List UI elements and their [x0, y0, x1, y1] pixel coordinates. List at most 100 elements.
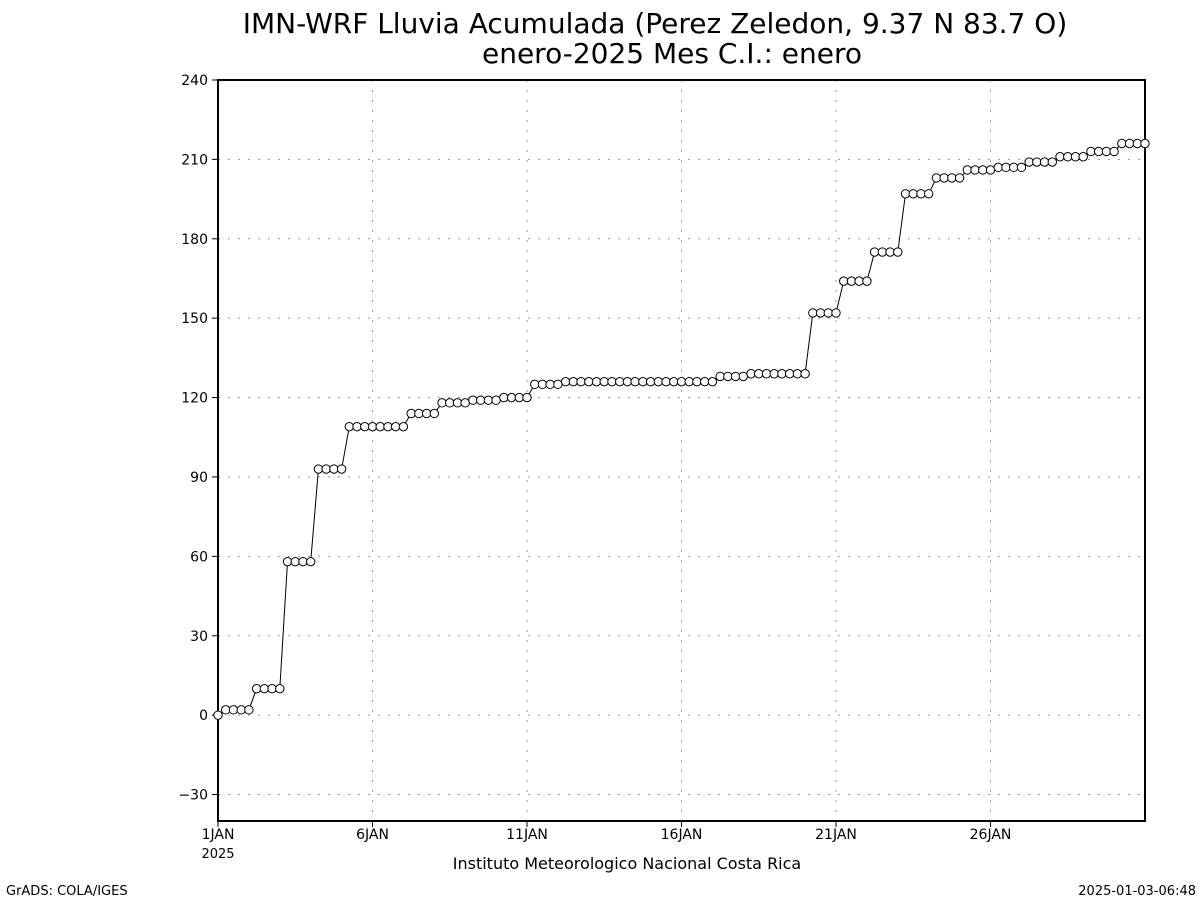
data-point — [692, 376, 702, 387]
data-point — [885, 247, 895, 257]
data-point — [939, 173, 949, 183]
data-point — [784, 369, 795, 379]
data-point — [985, 165, 996, 175]
data-point — [514, 392, 524, 403]
data-point — [1016, 162, 1027, 173]
data-point — [893, 247, 903, 257]
software-label: GrADS: COLA/IGES — [6, 884, 128, 899]
data-point — [390, 421, 401, 432]
data-point — [638, 376, 648, 387]
data-point — [947, 173, 957, 183]
data-point — [962, 165, 973, 175]
data-point — [978, 165, 988, 175]
data-point — [344, 421, 355, 432]
data-point — [607, 376, 617, 387]
data-point — [738, 371, 748, 382]
data-point — [676, 376, 687, 387]
data-point — [746, 369, 756, 379]
data-point — [1063, 152, 1073, 162]
data-point — [475, 395, 486, 405]
data-point — [1132, 138, 1142, 149]
data-point — [1078, 152, 1088, 162]
data-point — [560, 376, 571, 387]
data-point — [1070, 152, 1081, 162]
data-point — [591, 376, 602, 387]
data-point — [352, 421, 362, 432]
data-point — [723, 371, 733, 382]
data-point — [298, 556, 308, 567]
data-point — [306, 556, 316, 567]
data-point — [313, 464, 324, 474]
data-point — [483, 395, 494, 405]
data-point — [1093, 146, 1104, 157]
data-point — [754, 369, 764, 379]
data-point — [908, 189, 918, 199]
data-point — [221, 705, 231, 715]
data-point — [823, 308, 833, 318]
grid-lines — [218, 80, 1145, 821]
data-point — [862, 276, 872, 286]
chart-title: IMN-WRF Lluvia Acumulada (Perez Zeledon,… — [243, 7, 1068, 40]
x-year-label: 2025 — [201, 847, 234, 862]
data-point — [924, 189, 934, 199]
data-point — [468, 395, 478, 405]
data-point — [445, 398, 455, 408]
data-point — [568, 376, 579, 387]
data-point — [854, 276, 864, 286]
data-point — [584, 376, 594, 387]
data-point — [406, 408, 416, 419]
data-point — [1109, 146, 1119, 157]
data-point — [213, 710, 223, 720]
data-point — [839, 276, 849, 286]
y-tick-label: 210 — [181, 152, 208, 168]
data-point — [630, 376, 640, 387]
y-tick-label: 240 — [181, 73, 208, 89]
data-point — [336, 464, 347, 474]
x-tick-label: 11JAN — [506, 827, 548, 843]
data-point — [715, 371, 725, 382]
data-point — [452, 398, 463, 408]
data-point — [537, 379, 548, 390]
data-point — [460, 398, 470, 408]
data-point — [375, 421, 385, 432]
x-tick-label: 1JAN — [202, 827, 235, 843]
chart-subtitle: enero-2025 Mes C.I.: enero — [482, 37, 862, 70]
data-point — [1117, 138, 1127, 149]
data-point — [251, 683, 262, 694]
data-point — [661, 376, 671, 387]
data-point — [1140, 138, 1150, 149]
x-tick-label: 6JAN — [356, 827, 389, 843]
y-axis-ticks: 240 210 180 150 120 90 60 30 0 −30 — [178, 73, 218, 804]
data-point — [267, 683, 277, 694]
institution-label: Instituto Meteorologico Nacional Costa R… — [453, 854, 801, 873]
data-point — [290, 556, 300, 567]
data-point — [429, 408, 439, 419]
data-point — [800, 369, 810, 379]
data-point — [707, 376, 718, 387]
data-point — [383, 421, 393, 432]
data-point — [360, 421, 370, 432]
data-point — [599, 376, 609, 387]
data-point — [622, 376, 633, 387]
data-point — [491, 395, 501, 405]
data-point — [615, 376, 625, 387]
data-point — [321, 464, 331, 474]
y-tick-label: 150 — [181, 311, 208, 327]
data-point — [815, 308, 826, 318]
data-point — [993, 162, 1003, 173]
data-point — [699, 376, 710, 387]
data-point — [1047, 157, 1058, 167]
y-tick-label: 90 — [190, 470, 208, 486]
data-point — [1024, 157, 1034, 167]
data-point — [329, 464, 339, 474]
data-point — [398, 421, 409, 432]
data-point — [877, 247, 888, 257]
data-point — [831, 308, 841, 318]
data-point — [808, 308, 818, 318]
data-point — [954, 173, 965, 183]
data-point — [414, 408, 424, 419]
data-point — [1008, 162, 1019, 173]
data-point — [506, 392, 517, 403]
data-point — [282, 556, 293, 567]
data-point — [769, 369, 779, 379]
